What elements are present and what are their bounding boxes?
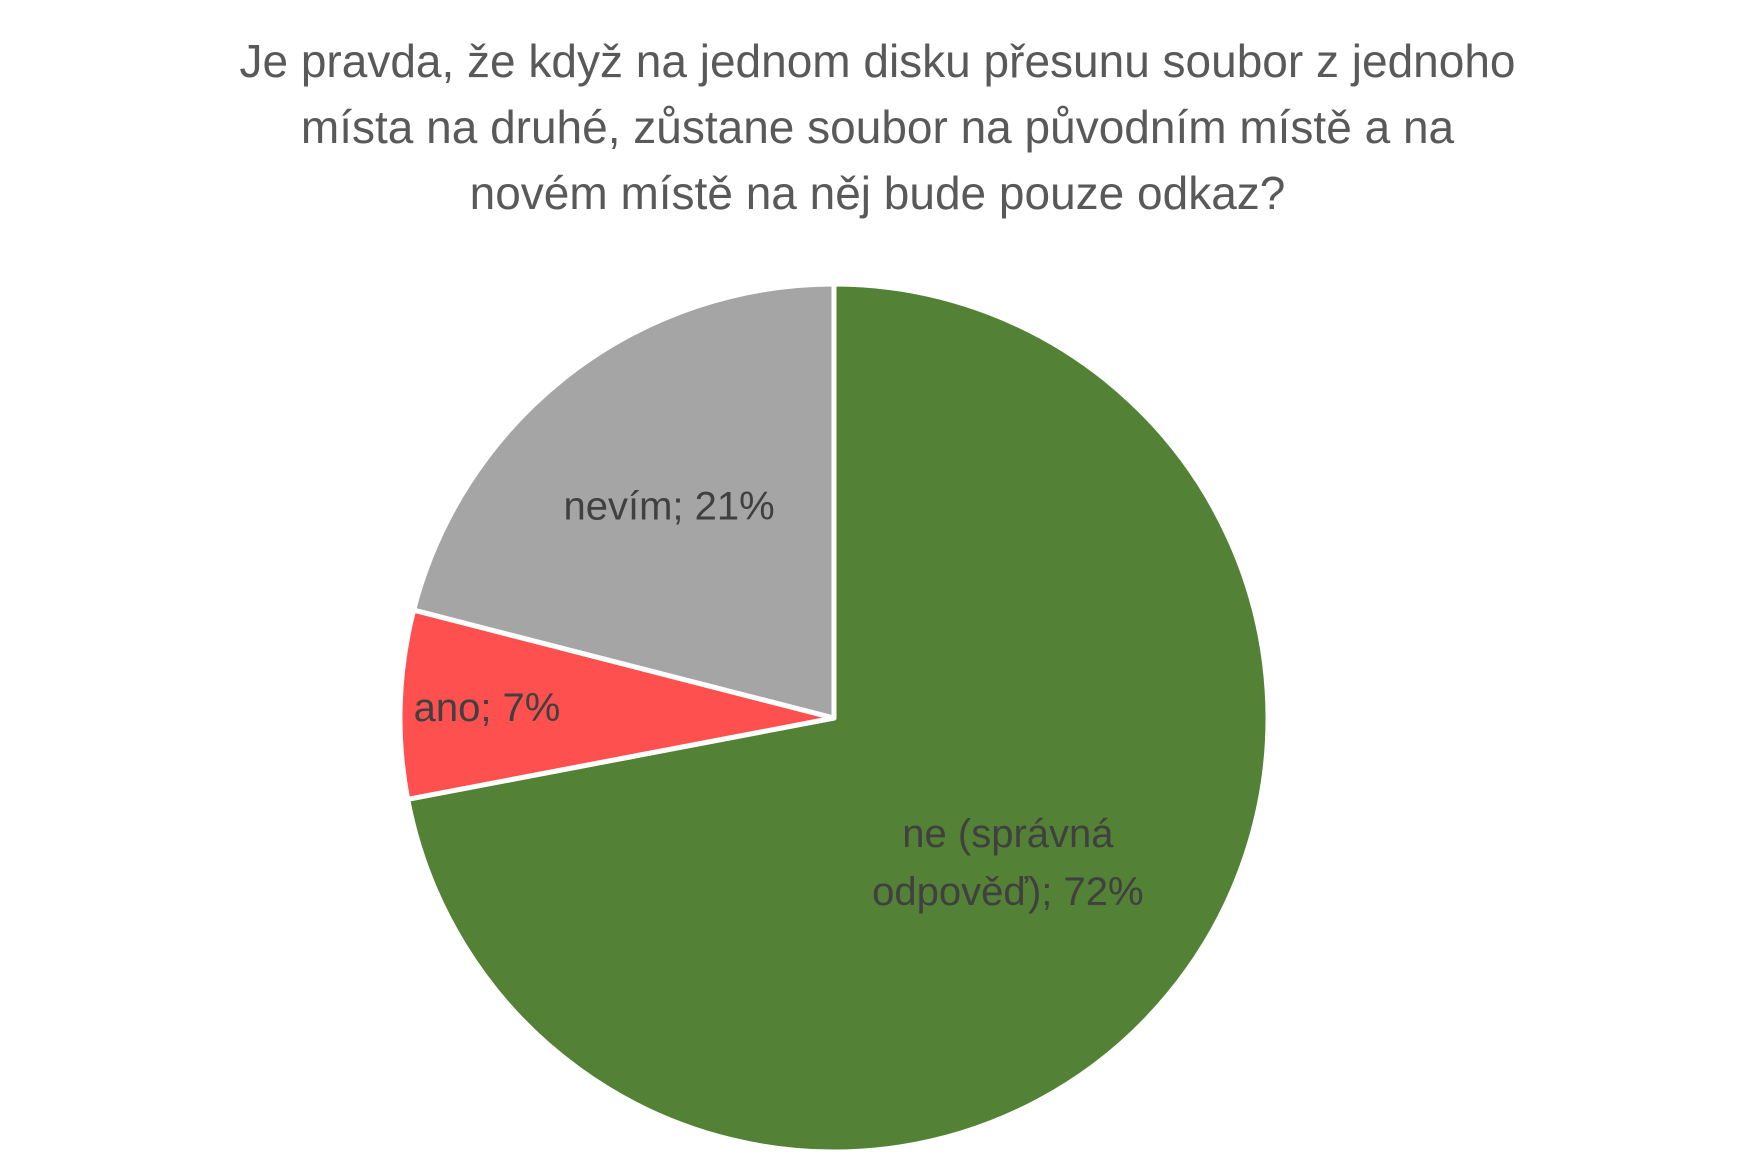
data-label-ne-spravna-odpoved: ne (správná odpověď); 72% (872, 812, 1143, 914)
chart-title-line-3: novém místě na něj bude pouze odkaz? (469, 167, 1286, 219)
data-label-line: ne (správná (902, 812, 1114, 856)
pie-slice-nevim (411, 281, 837, 721)
pie-slice-ne-spravna-odpoved (405, 281, 1271, 1155)
chart-title-line-2: místa na druhé, zůstane soubor na původn… (300, 101, 1455, 153)
data-label-nevim: nevím; 21% (563, 484, 774, 528)
data-label-line: nevím; 21% (563, 484, 774, 528)
data-label-line: odpověď); 72% (872, 870, 1143, 914)
data-label-ano: ano; 7% (414, 686, 561, 730)
pie-slice-ano (397, 607, 837, 802)
chart-title: Je pravda, že když na jednom disku přesu… (0, 28, 1755, 226)
data-label-line: ano; 7% (414, 686, 561, 730)
chart-title-line-1: Je pravda, že když na jednom disku přesu… (239, 35, 1516, 87)
